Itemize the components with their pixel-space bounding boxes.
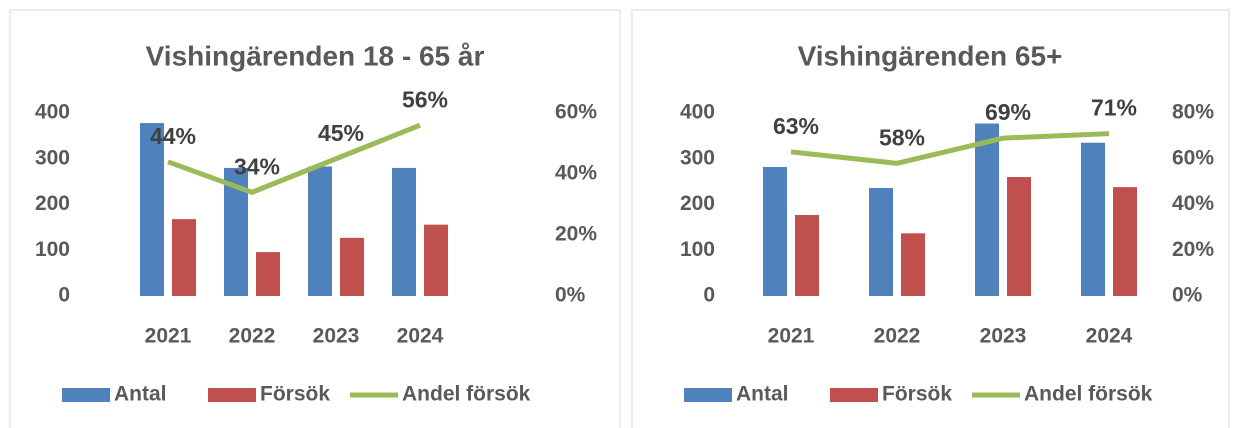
x-tick-label: 2024: [397, 325, 444, 348]
bar: [1007, 177, 1031, 296]
line: [167, 122, 421, 195]
x-tick-label: 2022: [229, 325, 276, 348]
x-tick-label: 2021: [145, 325, 192, 348]
y-tick-label: 200: [35, 192, 70, 215]
legend-swatch: [830, 388, 878, 402]
y2-tick-label: 0%: [1172, 284, 1203, 307]
legend-label: Andel försök: [402, 383, 531, 406]
y2-tick-label: 0%: [555, 284, 586, 307]
bar: [340, 237, 364, 296]
panel-border: [631, 9, 1230, 428]
legend-label: Försök: [260, 383, 330, 406]
bar: [975, 123, 999, 297]
x-tick-label: 2023: [980, 325, 1027, 348]
data-label: 71%: [1091, 95, 1137, 121]
y-tick-label: 300: [680, 146, 715, 169]
line: [790, 131, 1110, 166]
y2-tick-label: 20%: [1172, 238, 1214, 261]
y2-tick-label: 60%: [1172, 146, 1214, 169]
legend-swatch: [62, 388, 110, 402]
y2-tick-label: 20%: [555, 223, 597, 246]
bar: [424, 224, 448, 296]
data-label: 44%: [150, 123, 196, 149]
x-tick-label: 2023: [313, 325, 360, 348]
data-label: 58%: [879, 124, 925, 150]
y2-tick-label: 60%: [555, 101, 597, 124]
bar: [1113, 187, 1137, 296]
bar: [392, 167, 416, 296]
y-tick-label: 300: [35, 146, 70, 169]
legend-label: Försök: [882, 383, 952, 406]
panel-border: [9, 9, 621, 428]
bar: [172, 219, 196, 296]
y-tick-label: 400: [680, 101, 715, 124]
data-label: 34%: [234, 153, 280, 179]
y2-tick-label: 40%: [555, 162, 597, 185]
data-label: 63%: [773, 113, 819, 139]
bar: [140, 123, 164, 296]
chart-title: Vishingärenden 65+: [798, 40, 1063, 71]
y-tick-label: 100: [680, 238, 715, 261]
y-tick-label: 100: [35, 238, 70, 261]
bar: [795, 215, 819, 296]
data-label: 69%: [985, 99, 1031, 125]
y-tick-label: 0: [703, 284, 715, 307]
bar: [1081, 142, 1105, 296]
legend-label: Antal: [736, 383, 789, 406]
y-tick-label: 200: [680, 192, 715, 215]
y-tick-label: 0: [58, 284, 70, 307]
x-tick-label: 2024: [1086, 325, 1133, 348]
legend-label: Andel försök: [1024, 383, 1153, 406]
x-tick-label: 2022: [874, 325, 921, 348]
data-label: 56%: [402, 86, 448, 112]
x-tick-label: 2021: [768, 325, 815, 348]
chart-title: Vishingärenden 18 - 65 år: [146, 40, 485, 71]
bar: [763, 166, 787, 296]
data-label: 45%: [318, 120, 364, 146]
bar: [901, 233, 925, 296]
legend-swatch: [684, 388, 732, 402]
legend-swatch: [208, 388, 256, 402]
bar: [869, 188, 893, 296]
y2-tick-label: 80%: [1172, 101, 1214, 124]
bar: [308, 166, 332, 296]
y-tick-label: 400: [35, 101, 70, 124]
y2-tick-label: 40%: [1172, 192, 1214, 215]
bar: [256, 252, 280, 296]
legend-label: Antal: [114, 383, 167, 406]
